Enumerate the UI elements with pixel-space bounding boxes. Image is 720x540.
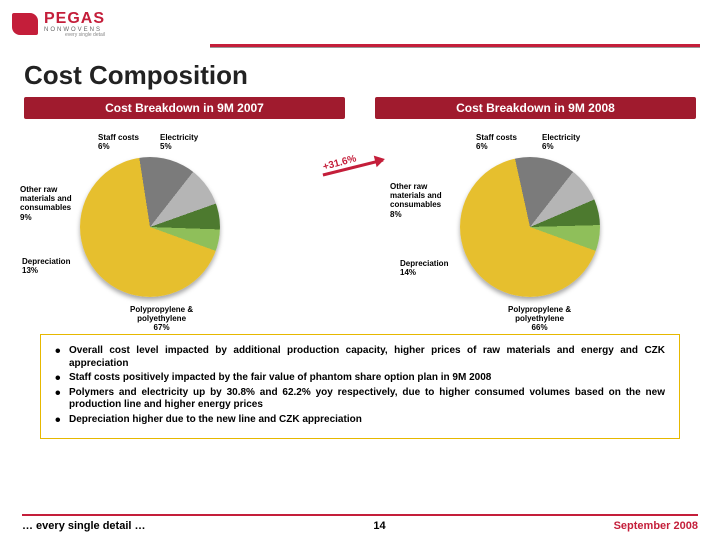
header: PEGAS NONWOVENS every single detail [0, 0, 720, 48]
page-number: 14 [373, 520, 385, 532]
pie-slice-label: Electricity6% [542, 133, 580, 151]
page-title: Cost Composition [0, 48, 720, 97]
logo: PEGAS NONWOVENS every single detail [12, 11, 105, 38]
chart-2008: Polypropylene &polyethylene66%Depreciati… [360, 127, 700, 324]
bullet-item: Depreciation higher due to the new line … [55, 414, 665, 427]
pie-2007 [80, 157, 220, 297]
pie-slice-label: Electricity5% [160, 133, 198, 151]
pie-slice-label: Staff costs6% [98, 133, 139, 151]
footer: … every single detail … 14 September 200… [0, 514, 720, 532]
bullet-item: Polymers and electricity up by 30.8% and… [55, 387, 665, 412]
bullet-box: Overall cost level impacted by additiona… [40, 334, 680, 439]
charts-row: Polypropylene &polyethylene67%Depreciati… [0, 119, 720, 324]
subtitle-2008: Cost Breakdown in 9M 2008 [375, 97, 696, 119]
header-rule-sub [210, 47, 700, 48]
pie-slice-label: Polypropylene &polyethylene66% [508, 305, 571, 333]
chart-2007: Polypropylene &polyethylene67%Depreciati… [20, 127, 360, 324]
bullet-item: Overall cost level impacted by additiona… [55, 345, 665, 370]
pie-slice-label: Depreciation14% [400, 259, 448, 277]
footer-left: … every single detail … [22, 520, 146, 532]
footer-date: September 2008 [614, 520, 698, 532]
logo-text: PEGAS NONWOVENS every single detail [44, 11, 105, 38]
logo-main: PEGAS [44, 11, 105, 27]
bullet-item: Staff costs positively impacted by the f… [55, 372, 665, 385]
bullet-list: Overall cost level impacted by additiona… [55, 345, 665, 426]
pie-slice-label: Other rawmaterials andconsumables8% [390, 182, 442, 219]
subtitle-2007: Cost Breakdown in 9M 2007 [24, 97, 345, 119]
pie-slice-label: Staff costs6% [476, 133, 517, 151]
pie-slice-label: Other rawmaterials andconsumables9% [20, 185, 72, 222]
growth-arrow: +31.6% [322, 153, 392, 193]
pegasus-icon [12, 13, 38, 35]
logo-tagline: every single detail [44, 33, 105, 38]
footer-rule [22, 514, 698, 516]
pie-slice-label: Polypropylene &polyethylene67% [130, 305, 193, 333]
chart-subtitles: Cost Breakdown in 9M 2007 Cost Breakdown… [0, 97, 720, 119]
pie-slice-label: Depreciation13% [22, 257, 70, 275]
pie-2008 [460, 157, 600, 297]
